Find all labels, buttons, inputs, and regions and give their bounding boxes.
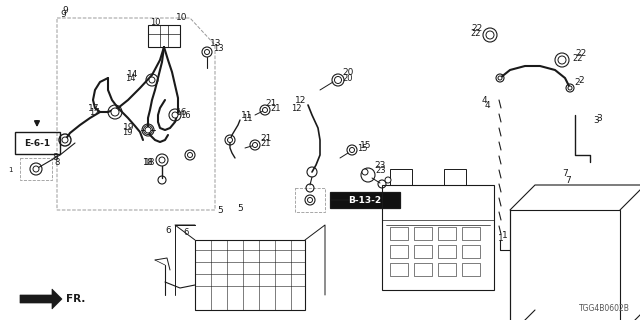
Text: 3: 3	[593, 116, 599, 124]
Bar	[390, 263, 408, 276]
Bar	[148, 25, 180, 47]
Circle shape	[33, 166, 39, 172]
Text: 21: 21	[260, 139, 271, 148]
Text: 16: 16	[176, 108, 188, 116]
Text: 15: 15	[357, 143, 367, 153]
Bar	[15, 132, 60, 154]
Text: 19: 19	[122, 127, 133, 137]
Text: 18: 18	[143, 157, 155, 166]
Text: 22: 22	[572, 53, 582, 62]
Text: 7: 7	[562, 169, 568, 178]
Bar	[390, 245, 408, 258]
Text: 10: 10	[176, 12, 188, 21]
Text: 6: 6	[183, 228, 188, 236]
Text: 14: 14	[127, 69, 138, 78]
Bar	[382, 185, 494, 290]
Text: 17: 17	[88, 103, 99, 113]
Circle shape	[385, 177, 391, 183]
Circle shape	[568, 86, 572, 90]
Text: 13: 13	[210, 38, 221, 47]
Circle shape	[111, 108, 119, 116]
Circle shape	[349, 148, 355, 153]
Text: 14: 14	[125, 74, 136, 83]
Circle shape	[145, 127, 151, 133]
Text: 11: 11	[242, 114, 253, 123]
Text: 10: 10	[150, 18, 160, 27]
Text: 9: 9	[60, 10, 66, 19]
Circle shape	[159, 157, 165, 163]
Text: 2: 2	[578, 76, 584, 84]
Bar	[438, 263, 456, 276]
Circle shape	[307, 197, 312, 203]
Circle shape	[188, 153, 193, 157]
Bar	[195, 240, 305, 310]
Text: 11: 11	[241, 110, 253, 119]
Text: 12: 12	[291, 103, 302, 113]
Text: 23: 23	[374, 161, 385, 170]
Text: 22: 22	[472, 23, 483, 33]
Text: 5: 5	[217, 205, 223, 214]
Text: 1: 1	[502, 230, 508, 239]
Bar	[438, 245, 456, 258]
Circle shape	[62, 137, 68, 143]
Circle shape	[205, 50, 209, 54]
Bar	[414, 227, 432, 240]
Text: 9: 9	[62, 5, 68, 14]
Text: FR.: FR.	[66, 294, 85, 304]
Text: 19: 19	[122, 123, 134, 132]
Text: TGG4B0602B: TGG4B0602B	[579, 304, 630, 313]
Circle shape	[335, 76, 342, 84]
Text: 4: 4	[481, 95, 487, 105]
Bar	[462, 263, 480, 276]
Text: 1: 1	[8, 167, 13, 173]
Text: 21: 21	[260, 133, 271, 142]
Text: B-13-2: B-13-2	[348, 196, 381, 204]
Bar	[510, 210, 620, 320]
Bar	[390, 227, 408, 240]
Bar	[330, 192, 400, 208]
Text: 15: 15	[360, 140, 371, 149]
Text: 13: 13	[213, 44, 223, 52]
Text: 22: 22	[575, 49, 586, 58]
Text: 6: 6	[165, 226, 171, 235]
Bar	[414, 263, 432, 276]
Bar	[390, 169, 412, 185]
Text: 21: 21	[270, 103, 280, 113]
Text: 5: 5	[237, 204, 243, 212]
Bar	[20, 158, 52, 180]
Text: 16: 16	[180, 110, 191, 119]
Text: E-6-1: E-6-1	[24, 139, 50, 148]
Text: 20: 20	[342, 68, 353, 76]
Text: 18: 18	[142, 157, 153, 166]
Bar	[438, 227, 456, 240]
Bar	[295, 188, 325, 212]
Text: 1: 1	[498, 234, 504, 243]
Polygon shape	[20, 289, 62, 309]
Text: 8: 8	[52, 153, 58, 162]
Circle shape	[253, 142, 257, 148]
Text: 21: 21	[265, 99, 276, 108]
Text: 8: 8	[54, 157, 60, 166]
Text: 17: 17	[90, 108, 100, 116]
Text: 2: 2	[574, 77, 580, 86]
Text: 3: 3	[596, 114, 602, 123]
Circle shape	[262, 108, 268, 113]
Bar	[462, 227, 480, 240]
Circle shape	[172, 112, 178, 118]
Bar	[444, 169, 466, 185]
Circle shape	[149, 77, 155, 83]
Text: 12: 12	[294, 95, 306, 105]
Text: 4: 4	[484, 100, 490, 109]
Text: 23: 23	[375, 165, 386, 174]
Circle shape	[558, 56, 566, 64]
Circle shape	[486, 31, 494, 39]
Bar	[462, 245, 480, 258]
Text: 7: 7	[565, 175, 571, 185]
Text: 22: 22	[470, 28, 481, 37]
Bar	[414, 245, 432, 258]
Circle shape	[227, 138, 232, 142]
Circle shape	[498, 76, 502, 80]
Circle shape	[362, 169, 368, 175]
Text: 20: 20	[342, 74, 353, 83]
